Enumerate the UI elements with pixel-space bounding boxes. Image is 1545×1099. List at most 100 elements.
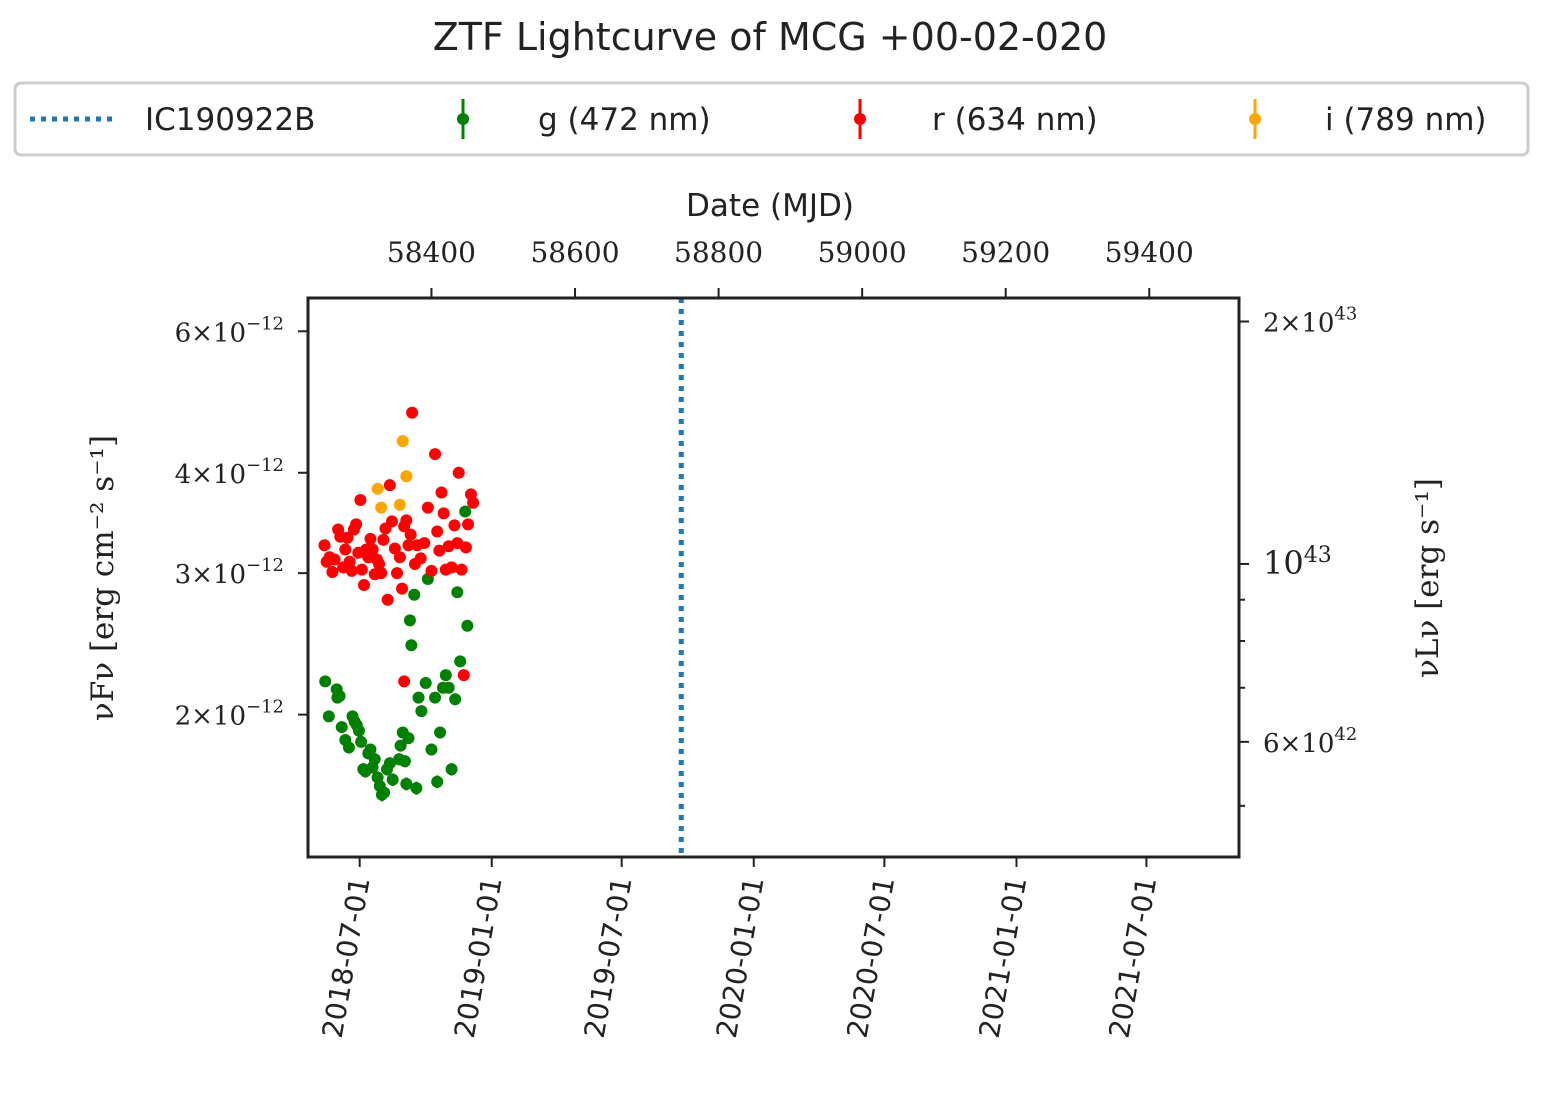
data-point: [328, 553, 341, 566]
left-tick-label: 2×10−12: [175, 697, 284, 732]
data-point: [410, 782, 423, 795]
left-tick-label: 3×10−12: [175, 555, 284, 590]
left-axis: 2×10−12 3×10−12 4×10−12 6×10−12: [175, 313, 308, 732]
data-point: [352, 724, 365, 737]
data-point: [419, 676, 432, 689]
legend-r-marker: [854, 113, 866, 125]
data-point: [377, 533, 390, 546]
legend-label-i: i (789 nm): [1325, 102, 1487, 138]
data-point: [402, 732, 415, 745]
data-point: [371, 482, 384, 495]
data-point: [350, 518, 363, 531]
top-tick-label: 58800: [674, 236, 763, 269]
data-point: [459, 505, 472, 518]
data-point: [388, 542, 401, 555]
data-point: [425, 743, 438, 756]
data-point: [398, 755, 411, 768]
legend-g-marker: [457, 113, 469, 125]
data-point: [408, 588, 421, 601]
data-point: [445, 561, 458, 574]
data-point: [442, 681, 455, 694]
plot-area: [318, 298, 684, 857]
legend-i-marker: [1249, 113, 1261, 125]
bottom-tick-label: 2018-07-01: [316, 874, 377, 1040]
top-tick-label: 59400: [1105, 236, 1194, 269]
right-y-axis-label: νLν [erg s⁻¹]: [1410, 478, 1446, 678]
legend-label-event: IC190922B: [145, 102, 315, 138]
data-point: [335, 721, 348, 734]
data-point: [378, 786, 391, 799]
series-g-band: [319, 505, 474, 802]
data-point: [431, 525, 444, 538]
top-tick-label: 59200: [961, 236, 1050, 269]
data-point: [396, 582, 409, 595]
data-point: [421, 501, 434, 514]
data-point: [343, 555, 356, 568]
series-i-band: [371, 435, 413, 514]
data-point: [425, 564, 438, 577]
left-y-axis-label: νFν [erg cm⁻² s⁻¹]: [85, 435, 121, 721]
data-point: [396, 435, 409, 448]
data-point: [385, 515, 398, 528]
data-point: [381, 593, 394, 606]
data-point: [429, 691, 442, 704]
left-tick-label: 4×10−12: [175, 455, 284, 490]
data-point: [454, 655, 467, 668]
data-point: [386, 773, 399, 786]
data-point: [383, 757, 396, 770]
bottom-axis: 2018-07-01 2019-01-01 2019-07-01 2020-01-01…: [316, 857, 1163, 1040]
right-tick-label: 6×1042: [1263, 724, 1357, 759]
data-point: [375, 567, 388, 580]
legend: IC190922B g (472 nm) r (634 nm) i (789 n…: [13, 81, 1530, 157]
data-point: [375, 501, 388, 514]
data-point: [404, 528, 417, 541]
data-point: [403, 614, 416, 627]
data-point: [391, 567, 404, 580]
data-point: [398, 675, 411, 688]
chart-title: ZTF Lightcurve of MCG +00-02-020: [433, 15, 1108, 59]
bottom-tick-label: 2021-01-01: [973, 874, 1034, 1040]
data-point: [322, 710, 335, 723]
data-point: [393, 498, 406, 511]
plot-frame: [306, 296, 1241, 859]
bottom-tick-label: 2020-07-01: [841, 874, 902, 1040]
data-point: [445, 763, 458, 776]
top-tick-label: 58400: [387, 236, 476, 269]
data-point: [429, 448, 442, 461]
points-layer: [318, 406, 480, 802]
data-point: [455, 563, 468, 576]
data-point: [437, 507, 450, 520]
data-point: [405, 639, 418, 652]
data-point: [431, 775, 444, 788]
data-point: [402, 539, 415, 552]
data-point: [467, 496, 480, 509]
data-point: [462, 518, 475, 531]
data-point: [319, 675, 332, 688]
data-point: [373, 557, 386, 570]
data-point: [368, 753, 381, 766]
left-tick-label: 6×10−12: [175, 313, 284, 348]
data-point: [326, 565, 339, 578]
data-point: [433, 544, 446, 557]
data-point: [364, 532, 377, 545]
top-x-axis-label: Date (MJD): [686, 188, 854, 224]
right-tick-label: 1043: [1263, 543, 1332, 582]
data-point: [355, 563, 368, 576]
data-point: [354, 493, 367, 506]
data-point: [345, 564, 358, 577]
data-point: [400, 777, 413, 790]
data-point: [449, 693, 462, 706]
data-point: [355, 735, 368, 748]
top-tick-label: 59000: [818, 236, 907, 269]
data-point: [394, 739, 407, 752]
data-point: [364, 743, 377, 756]
bottom-tick-label: 2019-07-01: [578, 874, 639, 1040]
data-point: [318, 539, 331, 552]
data-point: [341, 531, 354, 544]
data-point: [448, 519, 461, 532]
bottom-tick-label: 2021-07-01: [1103, 874, 1164, 1040]
data-point: [459, 541, 472, 554]
bottom-tick-label: 2020-01-01: [710, 874, 771, 1040]
data-point: [342, 741, 355, 754]
data-point: [435, 486, 448, 499]
